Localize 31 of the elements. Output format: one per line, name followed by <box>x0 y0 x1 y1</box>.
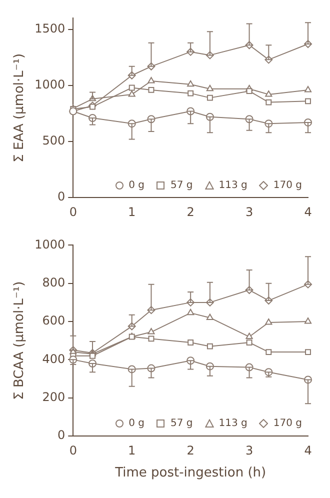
x-tick-label: 3 <box>245 443 254 458</box>
x-tick-label: 1 <box>128 443 136 458</box>
legend-label: 170 g <box>273 418 302 429</box>
legend-label: 57 g <box>170 180 193 191</box>
legend-label: 113 g <box>218 418 248 429</box>
x-tick-label: 0 <box>69 443 77 458</box>
y-tick-label: 1000 <box>34 78 66 92</box>
y-tick-label: 1000 <box>34 237 66 252</box>
x-tick-label: 0 <box>69 204 77 219</box>
y-tick-label: 1500 <box>34 22 66 36</box>
y-tick-label: 500 <box>42 134 66 148</box>
y-tick-label: 600 <box>42 314 66 328</box>
x-tick-label: 1 <box>128 204 136 219</box>
legend-label: 170 g <box>273 180 302 191</box>
x-tick-label: 3 <box>245 204 254 219</box>
y-axis-title: Σ EAA (µmol·L⁻¹) <box>12 53 28 162</box>
y-tick-label: 0 <box>58 428 66 442</box>
legend-label: 113 g <box>218 180 248 191</box>
legend-label: 57 g <box>170 418 193 429</box>
y-tick-label: 200 <box>42 390 66 404</box>
legend-label: 0 g <box>128 180 144 191</box>
x-axis-title: Time post-ingestion (h) <box>114 466 266 481</box>
x-tick-label: 4 <box>304 204 312 219</box>
legend-label: 0 g <box>128 418 144 429</box>
y-tick-label: 400 <box>42 352 66 366</box>
x-tick-label: 2 <box>186 443 194 458</box>
y-tick-label: 800 <box>42 275 66 290</box>
x-tick-label: 4 <box>304 443 312 458</box>
y-tick-label: 0 <box>58 190 66 204</box>
y-axis-title: Σ BCAA (µmol·L⁻¹) <box>12 281 28 400</box>
x-tick-label: 2 <box>186 204 194 219</box>
